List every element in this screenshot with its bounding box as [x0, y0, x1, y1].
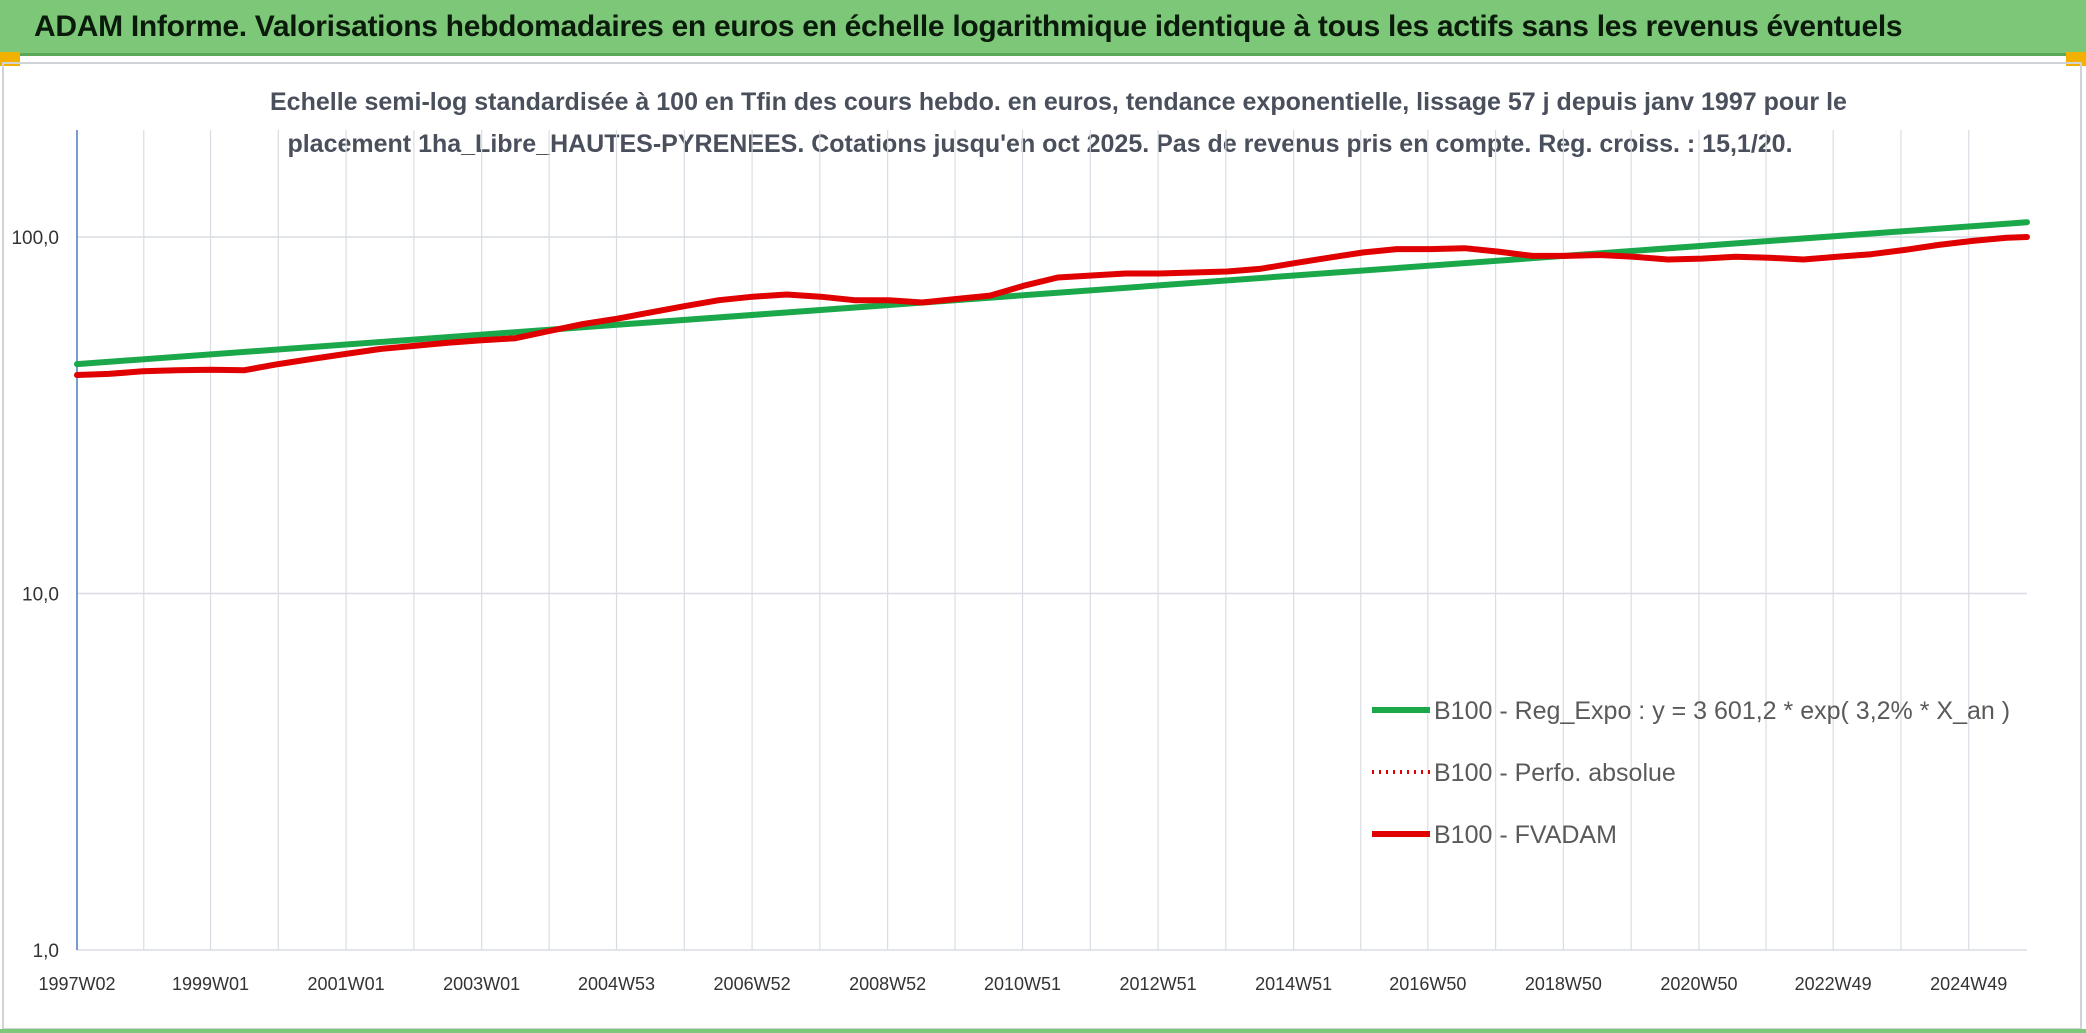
x-tick-label: 2020W50: [1660, 974, 1737, 994]
legend-label-1: B100 - Perfo. absolue: [1434, 759, 1676, 787]
chart-title-line-1: Echelle semi-log standardisée à 100 en T…: [270, 88, 1847, 116]
x-tick-label: 2016W50: [1389, 974, 1466, 994]
x-tick-label: 2018W50: [1525, 974, 1602, 994]
x-tick-label: 2001W01: [308, 974, 385, 994]
x-tick-label: 2006W52: [714, 974, 791, 994]
frame-bottom-bar: [0, 1029, 2086, 1033]
y-tick-label: 10,0: [22, 585, 59, 606]
x-tick-label: 1999W01: [172, 974, 249, 994]
legend-label-2: B100 - FVADAM: [1434, 821, 1617, 849]
legend-label-0: B100 - Reg_Expo : y = 3 601,2 * exp( 3,2…: [1434, 697, 2010, 725]
series-line-2: [74, 234, 2030, 378]
x-tick-label: 1997W02: [38, 974, 115, 994]
x-tick-label: 2014W51: [1255, 974, 1332, 994]
grid-lines: [77, 130, 2027, 951]
x-tick-label: 2022W49: [1795, 974, 1872, 994]
x-tick-label: 2003W01: [443, 974, 520, 994]
report-banner: ADAM Informe. Valorisations hebdomadaire…: [0, 0, 2086, 56]
y-tick-label: 1,0: [33, 941, 59, 962]
x-tick-label: 2012W51: [1120, 974, 1197, 994]
x-tick-label: 2008W52: [849, 974, 926, 994]
report-title: ADAM Informe. Valorisations hebdomadaire…: [34, 10, 1903, 43]
y-tick-label: 100,0: [11, 228, 59, 249]
x-tick-label: 2004W53: [578, 974, 655, 994]
x-tick-label: 2024W49: [1930, 974, 2007, 994]
axes: 100,0 10,0 1,0 1997W02 1999W01 2001W01 2003W01…: [11, 130, 2007, 994]
legend: B100 - Reg_Expo : y = 3 601,2 * exp( 3,2…: [1372, 697, 2010, 849]
series-line-0: [74, 219, 2030, 368]
chart-title-line-2: placement 1ha_Libre_HAUTES-PYRENEES. Cot…: [287, 130, 1793, 158]
series-lines: [74, 219, 2030, 378]
x-tick-label: 2010W51: [984, 974, 1061, 994]
